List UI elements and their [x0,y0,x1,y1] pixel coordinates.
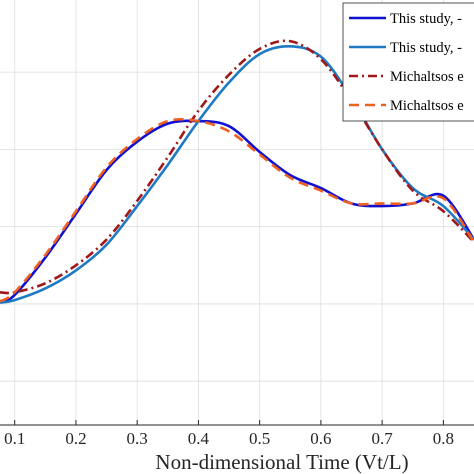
series-layer [0,39,474,304]
series-line-1 [0,119,474,304]
tick-layer: 0.1 0.2 0.3 0.4 0.5 0.6 0.7 0.8 [4,420,454,448]
x-tick-label-1: 0.2 [65,429,86,448]
legend: This study, - This study, - Michaltsos e Mi… [342,2,474,122]
x-tick-label-4: 0.5 [249,429,270,448]
x-tick-label-2: 0.3 [127,429,148,448]
x-tick-label-3: 0.4 [188,429,210,448]
x-axis-label: Non-dimensional Time (Vt/L) [155,450,408,474]
legend-label-3: Michaltsos e [390,69,464,85]
legend-box [342,2,474,122]
legend-label-4: Michaltsos e [390,98,464,114]
series-line-3 [0,39,474,295]
x-tick-label-6: 0.7 [372,429,394,448]
series-line-2 [0,45,474,304]
x-tick-label-5: 0.6 [310,429,331,448]
legend-label-2: This study, - [390,40,462,56]
series-line-4 [0,117,474,303]
x-tick-label-0: 0.1 [4,429,25,448]
x-tick-label-7: 0.8 [433,429,454,448]
legend-label-1: This study, - [390,11,462,27]
